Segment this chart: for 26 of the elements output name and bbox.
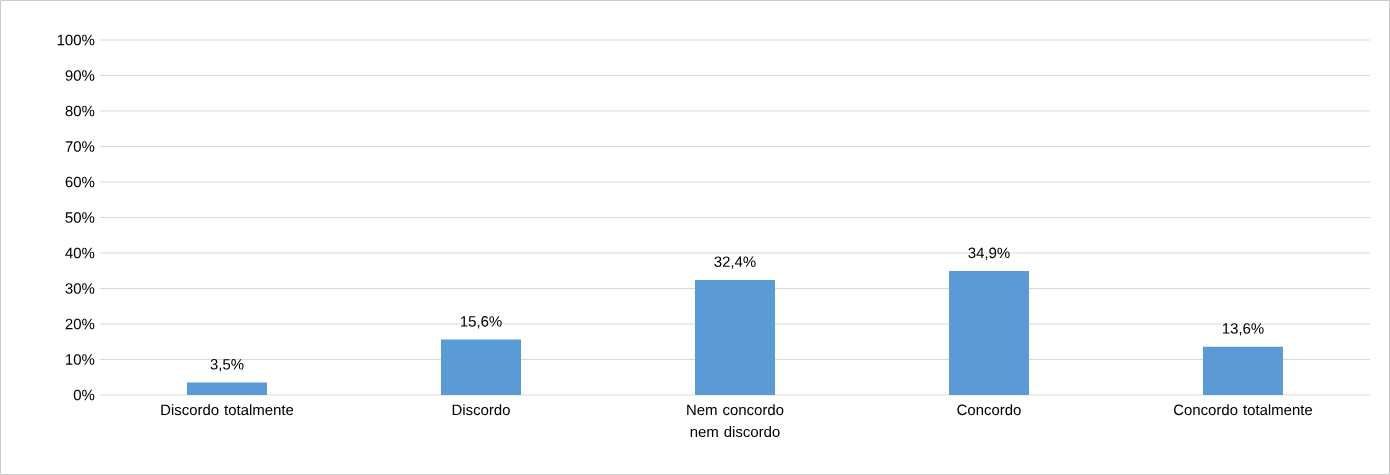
bar <box>948 271 1029 395</box>
x-tick-label: Concordo <box>957 404 1021 416</box>
data-label: 15,6% <box>460 316 502 329</box>
bar <box>695 279 775 395</box>
y-tick-label: 90% <box>65 70 95 81</box>
data-label: 13,6% <box>1222 323 1264 336</box>
y-tick-label: 100% <box>57 34 95 46</box>
y-tick-label: 40% <box>65 247 95 259</box>
y-tick-label: 10% <box>66 354 95 365</box>
data-label: 3,5% <box>210 359 244 372</box>
y-tick-label: 30% <box>65 283 95 294</box>
data-label: 32,4% <box>714 256 756 269</box>
x-tick-label: Discordo <box>452 404 510 416</box>
y-tick-label: 50% <box>65 212 95 223</box>
bar <box>1202 346 1283 395</box>
bar <box>187 382 268 395</box>
y-tick-label: 60% <box>65 176 95 188</box>
y-tick-label: 80% <box>65 105 95 117</box>
y-tick-label: 0% <box>73 389 95 401</box>
y-tick-label: 20% <box>65 318 95 330</box>
y-tick-label: 70% <box>65 141 95 152</box>
x-tick-label: Nem concordo nem discordo <box>687 404 784 438</box>
x-tick-label: Discordo totalmente <box>161 404 294 416</box>
bar <box>441 339 521 395</box>
x-tick-label: Concordo totalmente <box>1173 404 1313 416</box>
data-label: 34,9% <box>968 247 1010 260</box>
